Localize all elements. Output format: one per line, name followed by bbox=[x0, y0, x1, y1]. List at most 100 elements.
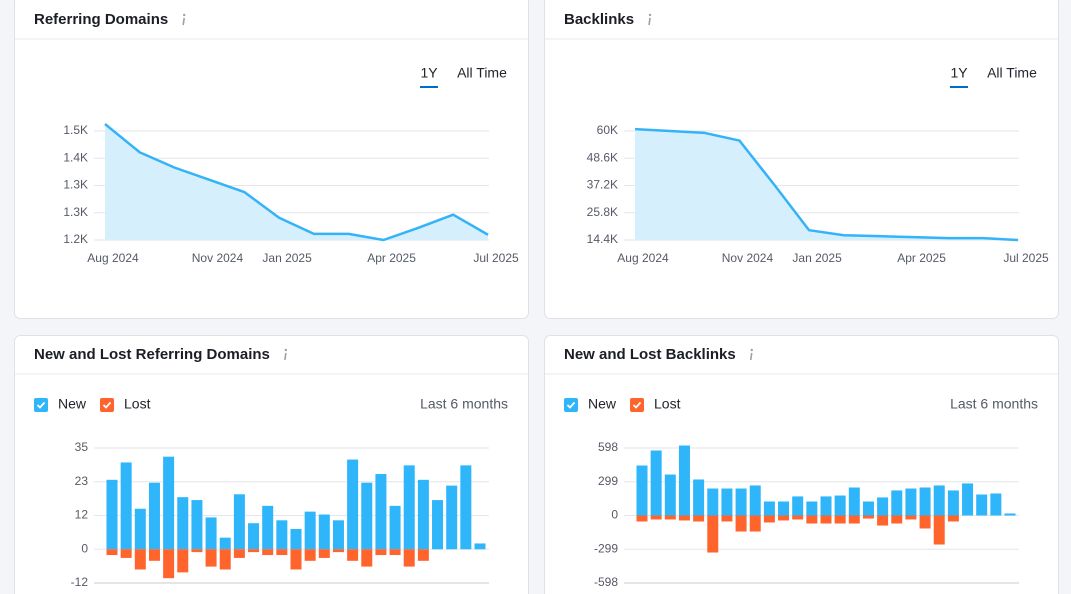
bar bbox=[460, 465, 472, 550]
bar bbox=[332, 549, 344, 553]
period-label: Last 6 months bbox=[420, 396, 508, 412]
x-tick-label: Apr 2025 bbox=[367, 251, 416, 265]
bar bbox=[205, 549, 217, 567]
bar bbox=[474, 543, 486, 550]
bar bbox=[276, 549, 288, 556]
x-tick-label: Nov 2024 bbox=[722, 251, 774, 265]
bar bbox=[375, 549, 387, 556]
bar bbox=[778, 501, 790, 516]
y-tick-label: -12 bbox=[71, 575, 89, 589]
bar bbox=[163, 456, 175, 550]
bar bbox=[233, 549, 245, 558]
x-tick-label: Nov 2024 bbox=[192, 251, 244, 265]
legend-label[interactable]: Lost bbox=[654, 396, 681, 412]
legend-label[interactable]: New bbox=[58, 396, 87, 412]
y-tick-label: 299 bbox=[598, 474, 618, 488]
bar bbox=[361, 549, 373, 567]
bar bbox=[636, 515, 648, 522]
tab[interactable]: All Time bbox=[457, 65, 507, 81]
bar bbox=[877, 515, 889, 526]
bar bbox=[233, 494, 245, 550]
legend-checkbox[interactable] bbox=[630, 398, 644, 412]
bar bbox=[332, 520, 344, 550]
y-tick-label: 48.6K bbox=[587, 150, 618, 164]
bar bbox=[417, 549, 429, 561]
bar bbox=[749, 485, 761, 516]
bar bbox=[262, 549, 274, 556]
bar bbox=[664, 474, 676, 516]
tab[interactable]: 1Y bbox=[420, 65, 438, 81]
line bbox=[634, 127, 1019, 242]
bar bbox=[848, 487, 860, 516]
bar bbox=[806, 515, 818, 524]
tab[interactable]: 1Y bbox=[950, 65, 968, 81]
bar bbox=[163, 549, 175, 579]
legend-checkbox[interactable] bbox=[34, 398, 48, 412]
card-title: Backlinks bbox=[564, 11, 634, 28]
bar bbox=[262, 505, 274, 550]
bar bbox=[721, 488, 733, 516]
info-stem bbox=[284, 352, 287, 361]
bar bbox=[248, 549, 260, 553]
bar bbox=[650, 515, 662, 520]
x-tick-label: Aug 2024 bbox=[87, 251, 139, 265]
bar bbox=[664, 515, 676, 520]
checkmark bbox=[102, 401, 112, 409]
bar bbox=[749, 515, 761, 532]
bar bbox=[191, 549, 203, 553]
bar bbox=[106, 479, 118, 550]
bar bbox=[947, 515, 959, 522]
y-tick-label: 23 bbox=[75, 474, 89, 488]
bar bbox=[806, 501, 818, 516]
y-tick-label: 1.5K bbox=[63, 123, 88, 137]
info-stem bbox=[749, 352, 753, 361]
bar bbox=[446, 485, 458, 550]
bar bbox=[403, 465, 415, 550]
bar bbox=[976, 494, 988, 516]
legend-label[interactable]: Lost bbox=[124, 396, 151, 412]
bar bbox=[148, 549, 160, 561]
tab-underline bbox=[950, 86, 968, 88]
bar bbox=[933, 485, 945, 516]
tab[interactable]: All Time bbox=[987, 65, 1037, 81]
bar bbox=[820, 515, 832, 524]
bar bbox=[191, 500, 203, 550]
bar bbox=[177, 497, 189, 550]
card-title: New and Lost Backlinks bbox=[564, 346, 736, 363]
tab-underline bbox=[420, 86, 438, 88]
bar bbox=[177, 549, 189, 573]
bar bbox=[735, 488, 747, 516]
card-title: New and Lost Referring Domains bbox=[34, 346, 270, 363]
bar bbox=[962, 483, 974, 516]
legend-label[interactable]: New bbox=[588, 396, 617, 412]
bar bbox=[947, 490, 959, 516]
y-tick-label: -598 bbox=[594, 575, 618, 589]
bar bbox=[134, 508, 146, 550]
bar bbox=[375, 474, 387, 550]
bar bbox=[318, 549, 330, 558]
bar bbox=[276, 520, 288, 550]
info-dot bbox=[183, 13, 186, 17]
bar bbox=[778, 515, 790, 521]
bar bbox=[347, 549, 359, 561]
area bbox=[635, 129, 1018, 240]
legend-checkbox[interactable] bbox=[100, 398, 114, 412]
info-dot bbox=[648, 13, 652, 17]
bar bbox=[304, 511, 316, 550]
x-tick-label: Aug 2024 bbox=[617, 251, 669, 265]
info-stem bbox=[648, 17, 651, 26]
bar bbox=[432, 500, 444, 550]
legend-checkbox[interactable] bbox=[564, 398, 578, 412]
y-tick-label: 0 bbox=[611, 508, 618, 522]
bar bbox=[219, 537, 231, 550]
bar bbox=[290, 528, 302, 550]
y-tick-label: 25.8K bbox=[587, 205, 618, 219]
area bbox=[105, 124, 488, 240]
bar bbox=[636, 465, 648, 516]
bar bbox=[693, 479, 705, 516]
bar bbox=[891, 515, 903, 524]
y-tick-label: 1.2K bbox=[63, 232, 88, 246]
bar bbox=[707, 488, 719, 516]
bar bbox=[120, 549, 132, 558]
